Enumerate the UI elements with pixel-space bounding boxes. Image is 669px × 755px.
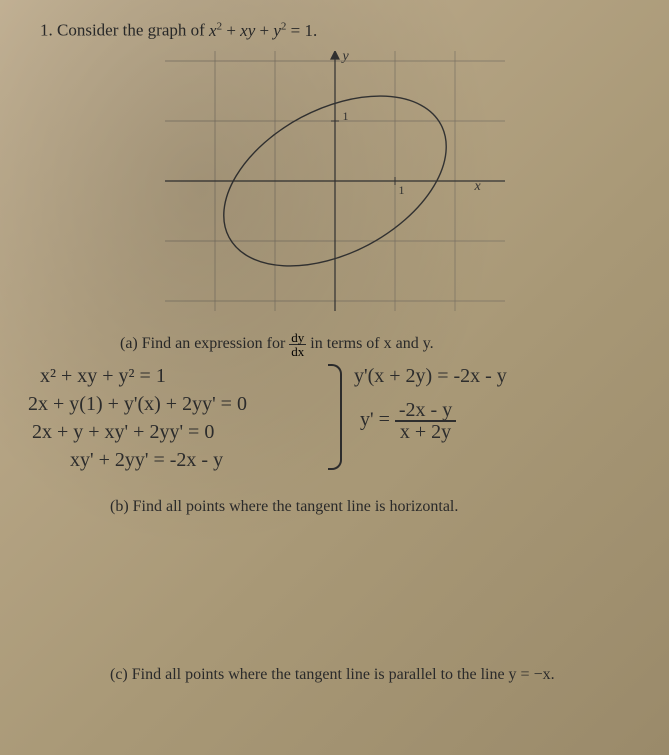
hw-line-3: 2x + y + xy' + 2yy' = 0 [32, 418, 214, 446]
hw-line-2: 2x + y(1) + y'(x) + 2yy' = 0 [28, 390, 247, 418]
graph-figure: y x 1 1 [165, 51, 505, 311]
part-a-label: (a) Find an expression for [120, 335, 289, 352]
part-c: (c) Find all points where the tangent li… [110, 666, 629, 684]
hw-line-4: xy' + 2yy' = -2x - y [70, 446, 223, 474]
dy-dx-fraction: dy dx [289, 331, 306, 358]
x-tick-1: 1 [399, 183, 405, 198]
axes [165, 51, 505, 311]
worksheet-page: 1. Consider the graph of x2 + xy + y2 = … [0, 0, 669, 755]
handwritten-work: x² + xy + y² = 1 2x + y(1) + y'(x) + 2yy… [40, 362, 629, 492]
problem-statement: 1. Consider the graph of x2 + xy + y2 = … [40, 20, 629, 41]
part-a-suffix: in terms of x and y. [310, 335, 433, 352]
part-b: (b) Find all points where the tangent li… [110, 498, 629, 516]
y-tick-1: 1 [343, 109, 349, 124]
x-axis-label: x [475, 179, 481, 195]
problem-equation: x2 + xy + y2 = 1. [209, 21, 317, 40]
hw-result-fraction: -2x - y x + 2y [395, 400, 456, 442]
statement-prefix: Consider the graph of [57, 21, 209, 40]
graph-svg [165, 51, 505, 311]
tick-marks [331, 121, 395, 185]
hw-line-r1: y'(x + 2y) = -2x - y [354, 362, 507, 390]
part-c-label: (c) Find all points where the tangent li… [110, 666, 555, 683]
y-axis-label: y [343, 49, 349, 65]
part-a: (a) Find an expression for dy dx in term… [120, 331, 629, 358]
problem-number: 1. [40, 21, 53, 40]
curly-bracket [328, 364, 342, 470]
hw-line-r2: y' = -2x - y x + 2y [360, 400, 456, 442]
part-b-label: (b) Find all points where the tangent li… [110, 498, 458, 515]
hw-line-1: x² + xy + y² = 1 [40, 362, 166, 390]
